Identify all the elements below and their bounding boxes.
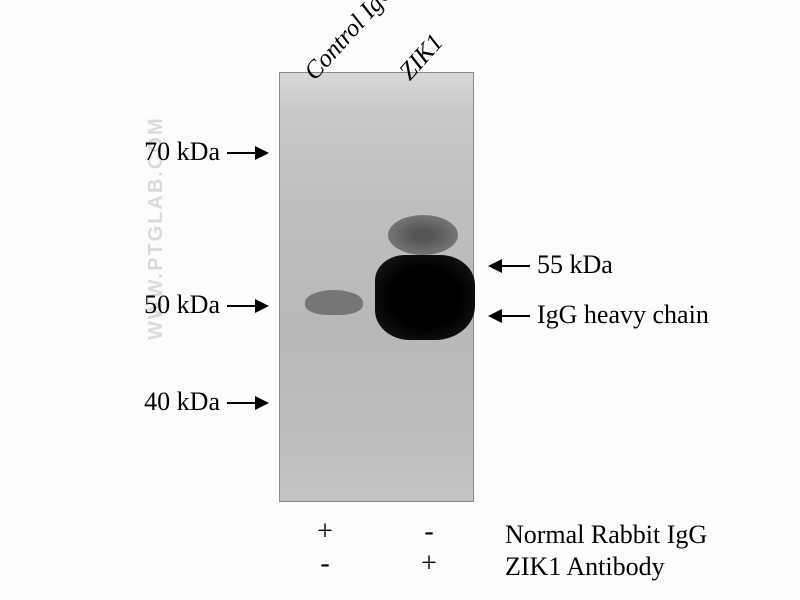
- annotation-55kda: 55 kDa: [537, 250, 613, 280]
- matrix-cell: +: [414, 548, 444, 580]
- band-control-igg: [305, 290, 363, 315]
- figure-container: WWW.PTGLAB.COM Control IgG ZIK1 70 kDa 5…: [0, 0, 800, 600]
- band-smear-upper: [388, 215, 458, 255]
- arrow-icon: [490, 315, 530, 317]
- mw-label-40: 40 kDa: [130, 387, 220, 417]
- arrow-icon: [227, 305, 267, 307]
- matrix-cell: -: [310, 548, 340, 580]
- condition-zik1-antibody: ZIK1 Antibody: [505, 552, 665, 582]
- mw-label-50: 50 kDa: [130, 290, 220, 320]
- mw-label-70: 70 kDa: [130, 137, 220, 167]
- arrow-icon: [227, 402, 267, 404]
- condition-normal-igg: Normal Rabbit IgG: [505, 520, 707, 550]
- arrow-icon: [227, 152, 267, 154]
- annotation-igg-heavy: IgG heavy chain: [537, 300, 709, 330]
- arrow-icon: [490, 265, 530, 267]
- band-zik1: [375, 255, 475, 340]
- matrix-cell: -: [414, 516, 444, 548]
- matrix-cell: +: [310, 516, 340, 548]
